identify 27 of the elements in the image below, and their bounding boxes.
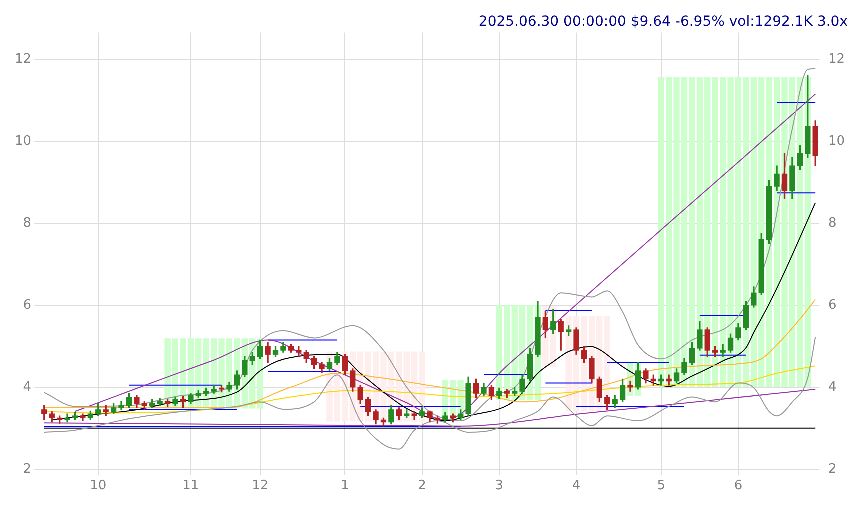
y2-tick-label: 6 xyxy=(828,298,837,313)
y-tick-label: 8 xyxy=(23,216,32,231)
x-tick-label: 10 xyxy=(90,478,107,494)
line-series xyxy=(44,388,816,427)
y2-tick-label: 2 xyxy=(828,462,837,477)
y-tick-label: 12 xyxy=(14,52,32,67)
x-tick-label: 2 xyxy=(418,478,426,494)
x-tick-label: 11 xyxy=(182,478,200,494)
y-tick-label: 6 xyxy=(23,298,32,313)
chart-title: 2025.06.30 00:00:00 $9.64 -6.95% vol:1292.1K 3.0x xyxy=(478,14,848,30)
x-tick-label: 5 xyxy=(657,478,666,494)
y-tick-label: 10 xyxy=(14,134,32,149)
y-tick-label: 2 xyxy=(23,462,32,477)
x-tick-label: 1 xyxy=(341,478,350,494)
line-series xyxy=(52,202,816,422)
x-tick-label: 12 xyxy=(252,478,269,494)
y2-tick-label: 4 xyxy=(828,380,837,395)
y2-tick-label: 10 xyxy=(828,134,846,149)
y2-tick-label: 8 xyxy=(828,216,837,231)
x-tick-label: 4 xyxy=(572,478,581,494)
candlestick xyxy=(720,344,726,357)
y2-tick-label: 12 xyxy=(828,52,846,67)
x-tick-label: 3 xyxy=(495,478,504,494)
line-series xyxy=(44,336,816,450)
x-tick-label: 6 xyxy=(734,478,743,494)
line-series xyxy=(44,299,816,408)
y-tick-label: 4 xyxy=(23,380,32,395)
